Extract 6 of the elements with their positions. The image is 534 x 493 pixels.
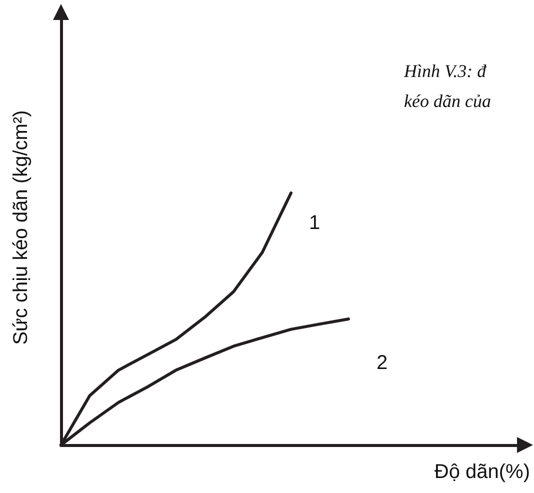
text: 2: [376, 352, 388, 374]
text: Hình V.3: đ: [403, 61, 488, 81]
x-axis-title: Độ dãn(%): [434, 461, 530, 483]
text: kéo dãn của: [404, 91, 491, 111]
y-axis-title: Sức chịu kéo dãn (kg/cm²): [10, 110, 32, 345]
series-label: 1: [309, 212, 320, 234]
